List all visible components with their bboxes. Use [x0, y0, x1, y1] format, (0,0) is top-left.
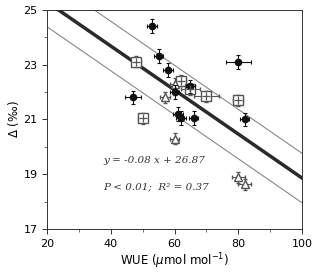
Text: P < 0.01;  R² = 0.37: P < 0.01; R² = 0.37: [103, 183, 209, 192]
Y-axis label: $\Delta$ (‰): $\Delta$ (‰): [5, 101, 21, 138]
X-axis label: WUE ($\mu$mol mol$^{-1}$): WUE ($\mu$mol mol$^{-1}$): [120, 252, 229, 271]
Text: y = -0.08 x + 26.87: y = -0.08 x + 26.87: [103, 157, 205, 165]
